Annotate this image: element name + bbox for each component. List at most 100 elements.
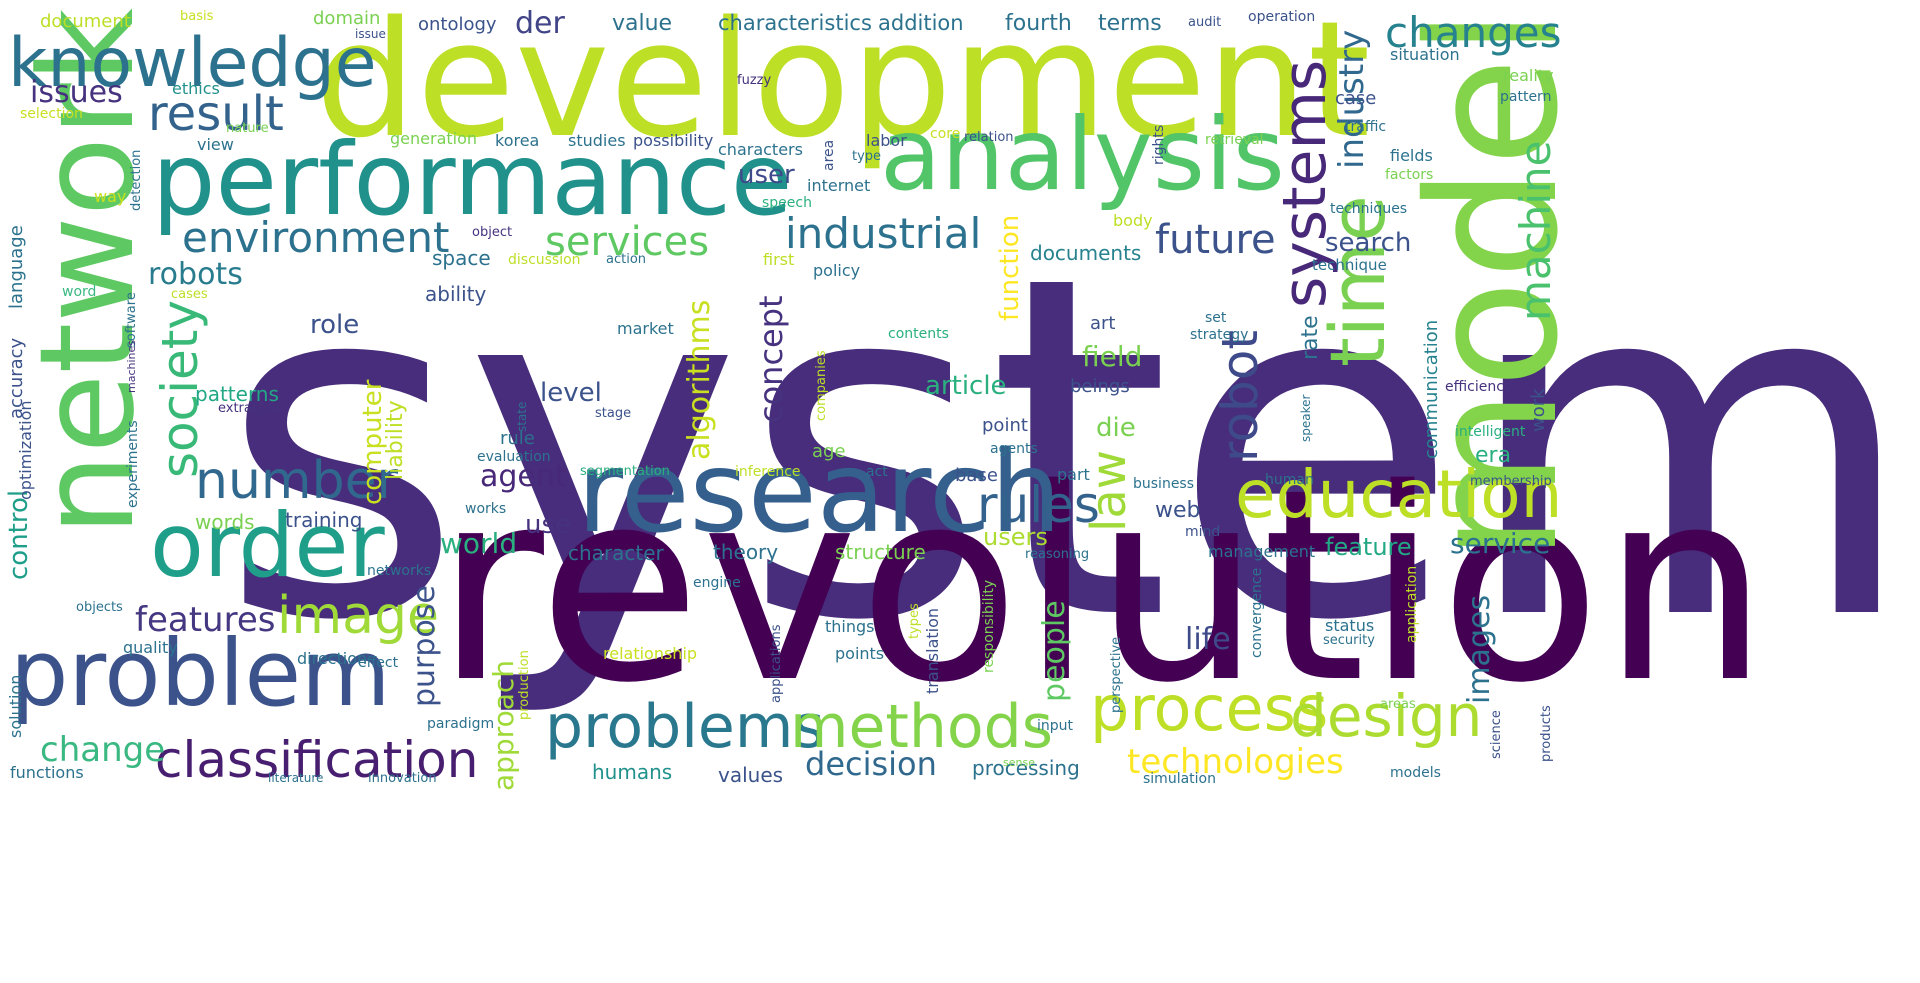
word-action: action <box>606 252 647 267</box>
word-search: search <box>1325 228 1412 258</box>
word-rate: rate <box>1298 315 1323 360</box>
word-function: function <box>995 214 1025 321</box>
word-discussion: discussion <box>508 252 581 268</box>
word-analysis: analysis <box>880 96 1285 213</box>
word-word: word <box>62 284 97 300</box>
word-input: input <box>1037 718 1074 734</box>
word-service: service <box>1450 527 1551 560</box>
word-communication: communication <box>1421 319 1442 459</box>
word-factors: factors <box>1385 167 1434 183</box>
word-experiments: experiments <box>125 420 141 508</box>
word-services: services <box>545 219 710 265</box>
word-speech: speech <box>762 195 812 211</box>
word-users: users <box>983 523 1048 551</box>
word-research: research <box>577 428 1062 558</box>
word-environment: environment <box>182 213 450 262</box>
word-life: life <box>1185 622 1231 657</box>
word-first: first <box>763 250 795 269</box>
word-generation: generation <box>390 129 478 148</box>
word-concept: concept <box>752 295 790 423</box>
word-quality: quality <box>123 638 178 657</box>
word-values: values <box>718 763 784 787</box>
word-control: control <box>4 489 34 580</box>
word-fields: fields <box>1390 146 1433 165</box>
word-paradigm: paradigm <box>427 716 495 732</box>
word-issues: issues <box>30 75 123 110</box>
word-role: role <box>310 310 360 340</box>
word-engine: engine <box>693 575 741 591</box>
word-korea: korea <box>495 131 540 150</box>
word-purpose: purpose <box>407 585 442 707</box>
word-algorithms: algorithms <box>682 299 717 460</box>
word-applications: applications <box>769 624 784 703</box>
word-pattern: pattern <box>1500 89 1552 105</box>
word-status: status <box>1325 616 1375 635</box>
word-change: change <box>40 730 166 770</box>
word-strategy: strategy <box>1190 327 1249 343</box>
word-agents: agents <box>990 441 1038 457</box>
word-market: market <box>617 319 674 338</box>
word-production: production <box>517 650 532 720</box>
word-audit: audit <box>1188 15 1222 30</box>
word-problem: problem <box>10 620 391 727</box>
word-technique: technique <box>1312 256 1387 274</box>
word-evaluation: evaluation <box>477 449 551 465</box>
word-revolution: revolution <box>435 433 1770 741</box>
word-human: human <box>1265 472 1314 488</box>
word-act: act <box>866 464 888 480</box>
word-reality: reality <box>1503 66 1554 85</box>
word-article: article <box>925 371 1007 401</box>
word-labor: labor <box>866 131 907 150</box>
word-intelligent: intelligent <box>1455 424 1526 440</box>
word-education: education <box>1235 456 1563 533</box>
word-innovation: innovation <box>368 771 437 786</box>
word-state: state <box>515 401 529 432</box>
word-system: system <box>218 176 1918 723</box>
word-use: use <box>525 510 572 540</box>
word-things: things <box>825 617 875 636</box>
word-document: document <box>40 11 131 32</box>
word-techniques: techniques <box>1330 201 1408 217</box>
word-science: science <box>1489 710 1504 759</box>
word-extraction: extraction <box>218 401 284 416</box>
word-approach: approach <box>487 659 520 791</box>
word-classification: classification <box>155 731 479 789</box>
word-decision: decision <box>805 745 937 783</box>
word-way: way <box>94 187 127 206</box>
word-patterns: patterns <box>195 382 279 406</box>
word-characters: characters <box>718 140 803 159</box>
word-direction: direction <box>297 649 368 668</box>
word-issue: issue <box>355 27 386 41</box>
word-robots: robots <box>148 257 243 292</box>
word-fourth: fourth <box>1005 11 1072 36</box>
word-membership: membership <box>1470 474 1552 489</box>
word-art: art <box>1090 313 1116 334</box>
word-objects: objects <box>76 600 123 615</box>
word-documents: documents <box>1030 241 1142 265</box>
word-stage: stage <box>595 406 632 421</box>
word-base: base <box>955 465 998 486</box>
word-ability: ability <box>425 282 487 306</box>
word-level: level <box>540 378 602 408</box>
word-development: development <box>315 0 1371 173</box>
word-processing: processing <box>972 756 1080 780</box>
word-cases: cases <box>171 287 208 302</box>
word-security: security <box>1323 633 1375 648</box>
word-types: types <box>907 603 922 639</box>
word-effect: effect <box>358 655 399 671</box>
word-sense: sense <box>1003 756 1035 769</box>
word-areas: areas <box>1380 697 1416 712</box>
word-world: world <box>440 527 518 560</box>
word-methods: methods <box>790 692 1053 762</box>
word-networks: networks <box>367 563 432 579</box>
word-language: language <box>6 225 27 309</box>
word-addition: addition <box>878 11 964 35</box>
word-set: set <box>1205 310 1227 326</box>
word-value: value <box>612 11 673 36</box>
word-web: web <box>1155 498 1201 523</box>
word-detection: detection <box>129 149 144 211</box>
word-order: order <box>150 494 385 597</box>
word-future: future <box>1155 217 1276 263</box>
word-knowledge: knowledge <box>8 24 377 103</box>
